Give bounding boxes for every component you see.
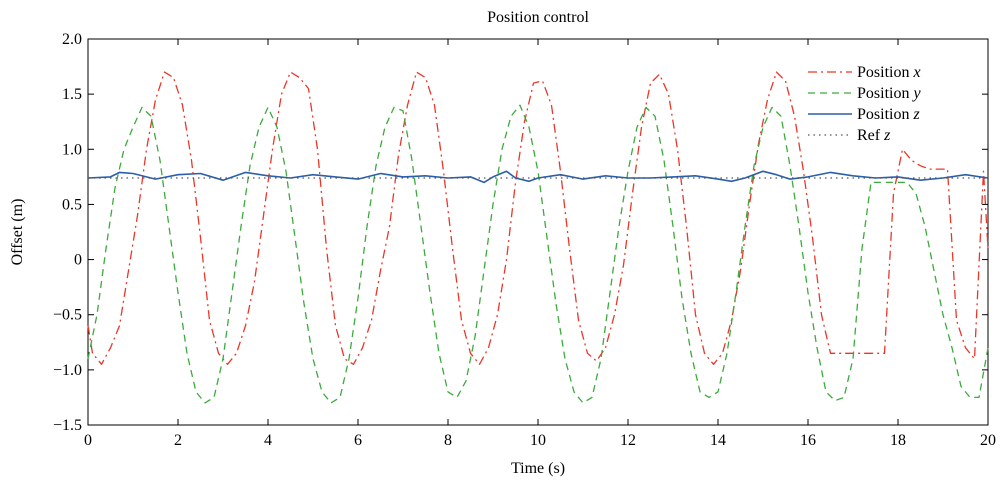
x-tick-label: 18 [890,432,906,449]
y-tick-label: −1.5 [53,417,82,434]
x-tick-label: 6 [354,432,362,449]
x-tick-label: 10 [530,432,546,449]
legend-entry: Ref z [857,127,891,144]
x-tick-label: 4 [264,432,272,449]
legend-entry-prefix: Position [857,106,913,123]
legend-entry-prefix: Position [857,64,913,81]
legend-entry-variable: z [912,106,920,123]
series-line-position-y [87,104,989,404]
x-tick-label: 8 [444,432,452,449]
series-line-position-z [87,170,989,184]
y-tick-label: −1.0 [53,362,82,379]
legend-entry-prefix: Ref [857,127,884,144]
x-tick-label: 12 [620,432,636,449]
legend-entry: Position x [857,64,921,81]
legend-entry-variable: z [883,127,891,144]
legend-entry-prefix: Position [857,85,913,102]
y-axis-label: Offset (m) [9,199,26,266]
y-tick-label: −0.5 [53,307,82,324]
x-axis-label: Time (s) [511,460,565,477]
axis-ticks: 0 2 4 6 8 10 12 14 16 18 20 −1.5 −1.0 −0.5 0 0.5 1.0 1.5 2… [53,31,996,449]
y-tick-label: 1.0 [62,141,82,158]
x-tick-label: 20 [980,432,996,449]
y-tick-label: 0 [74,252,82,269]
x-tick-label: 16 [800,432,816,449]
legend-entry-variable: y [911,85,921,102]
series-line-position-x [87,71,989,365]
y-tick-label: 1.5 [62,86,82,103]
legend-entry: Position y [857,85,921,102]
series-lines [87,71,989,404]
chart-title: Position control [487,9,589,26]
legend-entry-variable: x [912,64,920,81]
x-tick-label: 14 [710,432,726,449]
legend-entry: Position z [857,106,920,123]
x-tick-label: 0 [84,432,92,449]
y-tick-label: 0.5 [62,196,82,213]
plot-frame [87,38,989,426]
y-tick-label: 2.0 [62,31,82,48]
x-tick-label: 2 [174,432,182,449]
